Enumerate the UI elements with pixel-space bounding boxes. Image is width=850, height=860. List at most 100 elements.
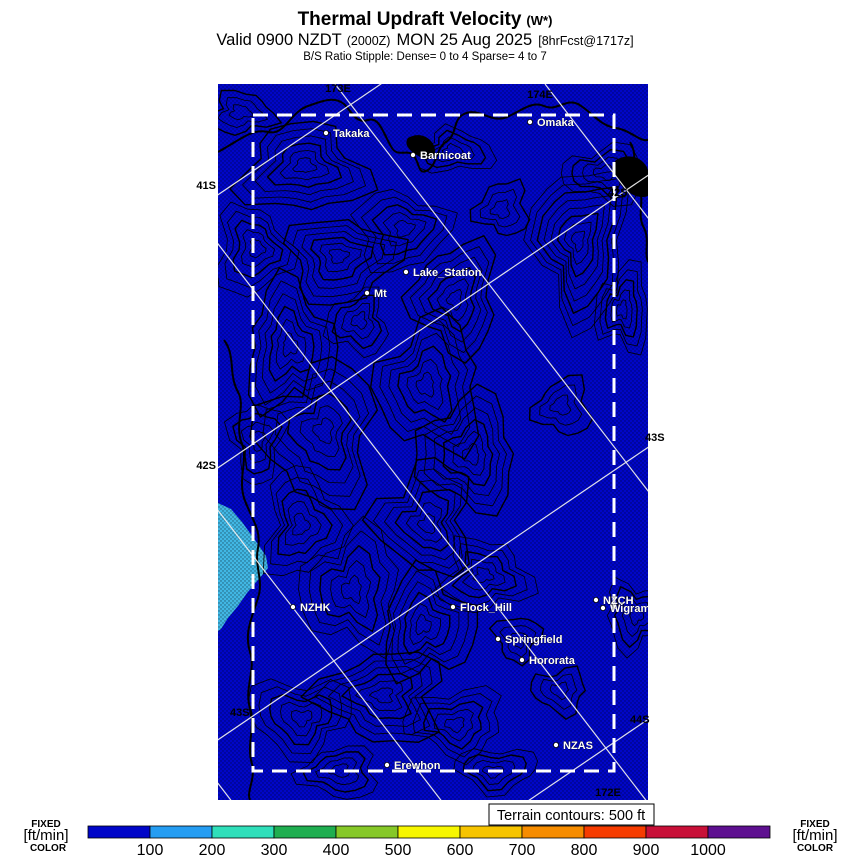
terrain-contour-ring [319,545,381,632]
site-label-lake-station: Lake_Station [413,267,482,279]
terrain-contour-ring [540,673,578,710]
terrain-contour-ring [469,178,531,237]
lat-label-43s-left: 43S [230,707,250,719]
terrain-contour-ring [384,479,456,561]
terrain-contour-ring [415,613,432,636]
terrain-contour-ring [441,143,464,157]
terrain-contour-ring [379,320,470,447]
site-label-erewhon: Erewhon [394,760,441,772]
terrain-contour-ring [433,407,500,496]
terrain-note-box: Terrain contours: 500 ft [488,803,655,826]
lon-label-172e: 172E [595,787,621,799]
terrain-contour-ring [269,693,333,746]
terrain-contour-ring [282,219,409,306]
terrain-contour-ring [350,311,368,330]
terrain-contour-ring [277,488,333,557]
terrain-contour-ring [397,345,453,423]
terrain-contour-ring [249,356,378,511]
terrain-contour-ring [385,559,479,685]
terrain-contour-ring [355,680,403,712]
terrain-contour-ring [409,603,441,645]
terrain-contour-ring [240,421,275,463]
legend-fixed-right: FIXED [800,819,829,830]
terrain-contour-ring [394,490,450,552]
lat-line-42s [218,174,648,469]
terrain-contour-ring [270,477,343,566]
terrain-contour-ring [382,212,427,247]
terrain-contour-ring [479,188,521,228]
lon-label-173e: 173E [325,83,351,95]
terrain-contour-ring [406,358,444,411]
terrain-contour-ring [570,230,585,253]
terrain-contour-ring [523,168,632,339]
terrain-contour-ring [224,404,291,486]
terrain-contour-ring [614,586,648,648]
terrain-contour-ring [340,574,362,605]
terrain-contour-ring [301,231,386,289]
terrain-contour-ring [472,566,495,583]
site-dot-lake-station [402,268,409,275]
legend-unit-left: FIXED [ft/min] COLOR [23,819,68,854]
terrain-contour-ring [262,293,323,394]
terrain-contour-ring [262,465,354,577]
legend-seg-2 [211,825,275,839]
lat-line-44s [528,718,648,800]
terrain-contour-ring [302,751,369,793]
terrain-contours [218,89,648,800]
terrain-contour-ring [549,394,572,416]
terrain-contour-ring [266,142,343,188]
site-dot-nzhk [289,604,296,611]
terrain-contour-ring [564,221,592,265]
terrain-contour-ring [610,289,633,329]
site-label-hororata: Hororata [529,655,576,667]
site-label-flock-hill: Flock_Hill [460,602,512,614]
terrain-contour-ring [451,550,517,599]
terrain-contour-ring [328,666,423,727]
terrain-contour-ring [292,512,312,536]
legend-seg-9 [645,825,709,839]
terrain-contour-ring [242,128,366,203]
legend-seg-8 [583,825,647,839]
lat-line-43s [218,446,648,741]
site-label-springfield: Springfield [505,634,562,646]
terrain-contour-ring [441,543,528,606]
terrain-contour-ring [284,500,322,546]
legend-unit-right: FIXED [ft/min] COLOR [792,819,837,854]
terrain-contour-ring [452,431,487,476]
terrain-contour-ring [550,204,605,290]
terrain-contour-ring [403,591,451,655]
lat-label-44s-right: 44S [630,714,650,726]
terrain-contour-ring [543,195,612,302]
terrain-contour-ring [310,236,374,281]
legend-color-right: COLOR [797,843,834,854]
site-label-takaka: Takaka [333,128,370,140]
terrain-contour-ring [232,219,284,279]
terrain-contour-ring [413,383,515,517]
terrain-contour-ring [331,294,383,350]
terrain-contour-ring [530,665,586,720]
site-dot-takaka [322,129,329,136]
terrain-contour-ring [445,288,463,311]
legend-tick-900: 900 [633,842,660,859]
bs-ratio-stipple [218,84,648,800]
lon-line [218,242,647,800]
terrain-contour-ring [350,188,458,274]
terrain-contour-ring [218,97,268,128]
terrain-contour-ring [397,581,460,665]
terrain-contour-ring [241,229,275,268]
lat-line-41s [218,84,382,196]
terrain-contour-ring [402,685,502,766]
legend-tick-500: 500 [385,842,412,859]
terrain-contour-ring [232,412,283,475]
terrain-contour-ring [593,259,648,356]
site-dot-hororata [519,657,526,664]
terrain-contour-ring [462,558,506,591]
terrain-contour-ring [255,280,331,406]
terrain-contour-ring [453,748,538,798]
terrain-contour-ring [388,332,462,435]
terrain-contour-ring [393,219,416,238]
terrain-contour-ring [290,745,378,800]
terrain-contour-ring [462,753,527,792]
